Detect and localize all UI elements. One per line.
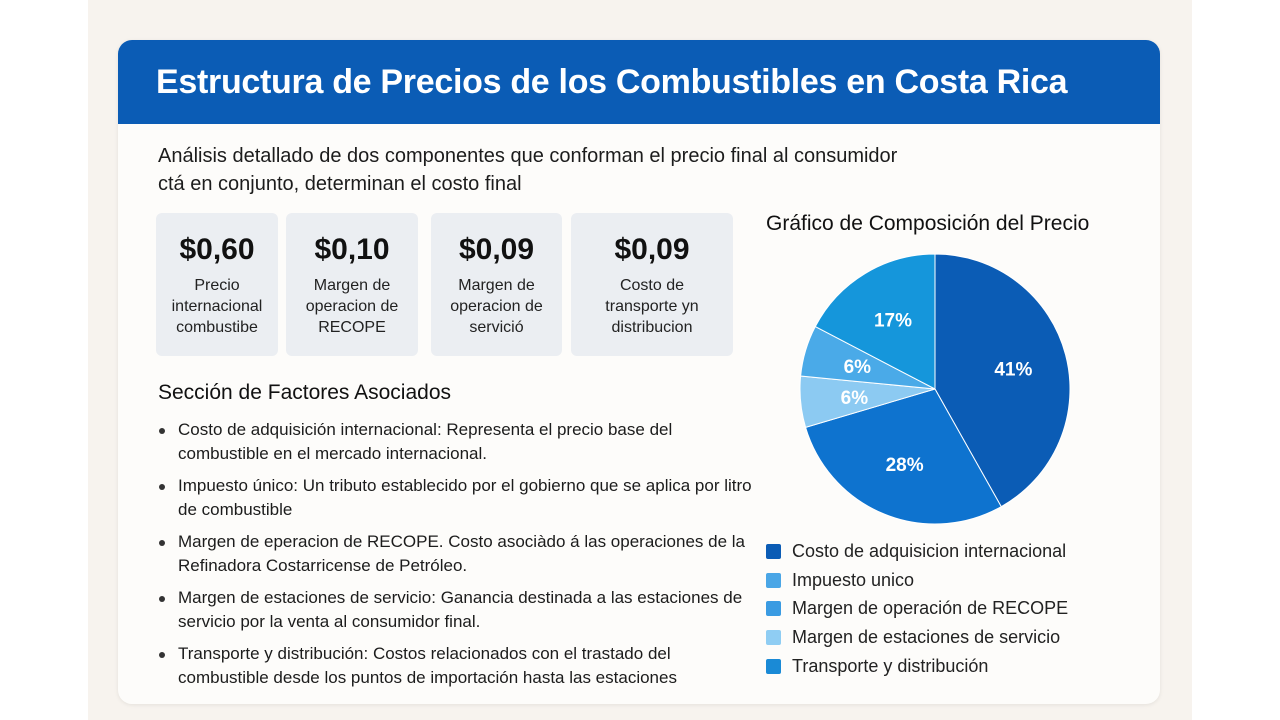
legend-label: Margen de estaciones de servicio [792,627,1061,648]
pie-slice-label: 6% [841,388,869,409]
legend-item: Margen de estaciones de servicio [766,623,1068,652]
pie-slice [814,254,936,390]
factor-item: Costo de adquisición internacional: Repr… [158,418,758,465]
factors-list: Costo de adquisición internacional: Repr… [158,418,758,698]
bullet-icon [159,540,165,546]
header-bar: Estructura de Precios de los Combustible… [118,40,1160,124]
legend-swatch [766,543,781,559]
subtitle-line-2: ctá en conjunto, determinan el costo fin… [158,173,522,195]
stat-label: Margen de operacion de RECOPE [305,277,399,336]
factors-heading: Sección de Factores Asociados [158,381,451,404]
page-title: Estructura de Precios de los Combustible… [156,62,1068,101]
pie-slice-label: 17% [874,311,912,332]
infographic-card: Estructura de Precios de los Combustible… [118,40,1160,704]
factor-item: Impuesto único: Un tributo establecido p… [158,474,758,521]
factor-text: Transporte y distribución: Costos relaci… [178,644,677,687]
factor-item: Transporte y distribución: Costos relaci… [158,642,758,689]
stat-label: Costo de transporte yn distribucion [605,277,699,336]
bullet-icon [159,652,165,658]
legend-item: Impuesto unico [766,566,1068,595]
subtitle-line-1: Análisis detallado de dos componentes qu… [158,145,898,167]
legend-item: Margen de operación de RECOPE [766,595,1068,624]
legend-label: Impuesto unico [792,569,915,590]
legend-label: Margen de operación de RECOPE [792,598,1069,619]
pie-slice-label: 6% [844,357,872,378]
legend-label: Transporte y distribución [792,655,989,676]
stat-card-transport-cost: $0,09 Costo de transporte yn distribucio… [571,213,733,356]
stat-value: $0,60 [179,233,255,266]
subtitle: Análisis detallado de dos componentes qu… [158,142,1018,198]
legend-swatch [766,658,781,674]
bullet-icon [159,484,165,490]
factor-item: Margen de eperacion de RECOPE. Costo aso… [158,530,758,577]
stat-value: $0,10 [314,233,390,266]
pie-chart: 41% 28% 6% 6% 17% [799,254,1071,524]
legend-swatch [766,572,781,588]
factor-text: Impuesto único: Un tributo establecido p… [178,476,752,519]
stat-card-recope-margin: $0,10 Margen de operacion de RECOPE [286,213,418,356]
legend-swatch [766,630,781,646]
stat-value: $0,09 [614,233,690,266]
stat-label: Precio internacional combustibe [171,277,263,336]
pie-slice-label: 41% [994,359,1032,380]
bullet-icon [159,596,165,602]
legend-swatch [766,601,781,617]
legend-label: Costo de adquisicion internacional [792,540,1067,561]
legend-item: Transporte y distribución [766,652,1068,681]
factor-text: Margen de estaciones de servicio: Gananc… [178,588,743,631]
pie-slice [804,388,1002,524]
stat-card-service-margin: $0,09 Margen de operacion de servició [431,213,562,356]
pie-slice [934,254,1071,508]
stat-label: Margen de operacion de servició [450,277,543,336]
factor-item: Margen de estaciones de servicio: Gananc… [158,586,758,633]
stat-card-international-price: $0,60 Precio internacional combustibe [156,213,278,356]
chart-legend: Costo de adquisicion internacional Impue… [766,537,1068,681]
stat-value: $0,09 [458,233,535,266]
legend-item: Costo de adquisicion internacional [766,537,1068,566]
pie-slice-label: 28% [886,455,924,476]
chart-title: Gráfico de Composición del Precio [766,212,1090,235]
factor-text: Costo de adquisición internacional: Repr… [178,420,673,463]
bullet-icon [159,428,165,434]
factor-text: Margen de eperacion de RECOPE. Costo aso… [178,532,746,575]
